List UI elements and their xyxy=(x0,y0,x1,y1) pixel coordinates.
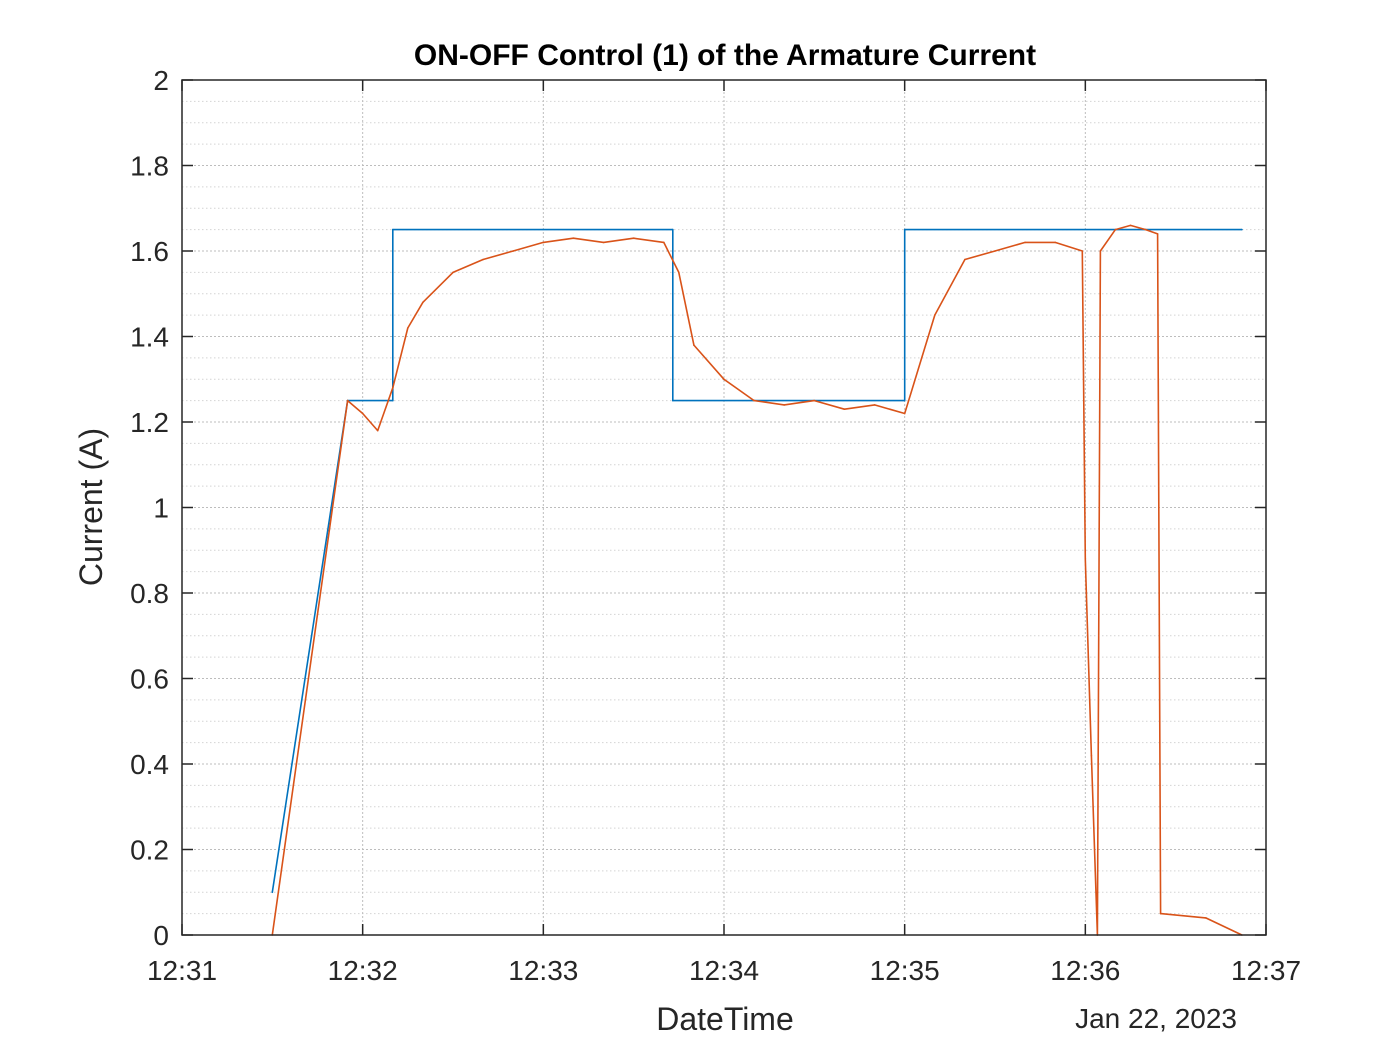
x-tick-label: 12:32 xyxy=(328,955,398,986)
series-2-point xyxy=(813,399,816,402)
series-2-point xyxy=(542,241,545,244)
series-2-point xyxy=(994,250,996,252)
y-tick-label: 2 xyxy=(153,65,169,96)
series-2-point xyxy=(1024,241,1026,244)
series-2-point xyxy=(1205,917,1207,919)
series-1-point xyxy=(672,399,674,402)
x-axis-label: DateTime xyxy=(656,1001,794,1037)
x-tick-label: 12:35 xyxy=(870,955,940,986)
y-tick-label: 1.8 xyxy=(130,151,169,182)
series-2-point xyxy=(1144,228,1147,231)
series-2-point xyxy=(753,399,755,402)
y-axis-label: Current (A) xyxy=(73,428,109,586)
y-tick-label: 1 xyxy=(153,493,169,524)
series-2-point xyxy=(482,258,484,261)
series-1-point xyxy=(903,399,906,402)
series-2-point xyxy=(452,271,454,274)
y-tick-label: 0.4 xyxy=(130,749,169,780)
series-2-point xyxy=(602,241,605,244)
series-2-point xyxy=(1090,754,1093,757)
x-tick-label: 12:31 xyxy=(147,955,217,986)
series-1-point xyxy=(392,228,394,231)
series-2-point xyxy=(632,237,635,239)
series-2-point xyxy=(1159,912,1162,915)
x-tick-label: 12:34 xyxy=(689,955,759,986)
date-label: Jan 22, 2023 xyxy=(1075,1003,1237,1034)
series-2-point xyxy=(678,271,680,274)
series-1-point xyxy=(392,399,394,402)
series-2-point xyxy=(1114,228,1117,231)
series-2-point xyxy=(964,258,966,261)
y-tick-label: 1.2 xyxy=(130,407,169,438)
series-2-point xyxy=(1156,233,1159,235)
x-tick-labels: 12:31 12:32 12:33 12:34 12:35 12:36 12:37 xyxy=(147,955,1301,986)
series-2-point xyxy=(723,378,725,381)
series-2-point xyxy=(376,429,379,432)
series-2-point xyxy=(783,404,785,406)
series-2-point xyxy=(422,301,424,304)
series-2-point xyxy=(1099,250,1102,252)
series-layer xyxy=(271,224,1243,936)
series-2-point xyxy=(572,237,575,239)
series-2-point xyxy=(663,241,665,244)
series-2-point xyxy=(1054,241,1056,244)
series-2-point xyxy=(512,250,514,252)
series-1-point xyxy=(271,891,274,894)
ticks-layer xyxy=(181,79,1267,936)
series-2-point xyxy=(693,344,695,346)
y-tick-label: 0.8 xyxy=(130,578,169,609)
y-tick-label: 0.2 xyxy=(130,835,169,866)
x-tick-label: 12:36 xyxy=(1050,955,1120,986)
y-tick-labels: 0 0.2 0.4 0.6 0.8 1 1.2 1.4 1.6 1.8 2 xyxy=(130,65,169,951)
x-tick-label: 12:33 xyxy=(508,955,578,986)
series-2-point xyxy=(1081,250,1084,252)
series-2-point xyxy=(873,404,876,406)
chart-title: ON-OFF Control (1) of the Armature Curre… xyxy=(414,39,1036,72)
y-tick-label: 1.4 xyxy=(130,322,169,353)
series-2-point xyxy=(407,327,409,329)
series-2-point xyxy=(934,314,936,316)
plot-area[interactable] xyxy=(181,79,1267,936)
series-1-point xyxy=(903,228,906,231)
series-2-point xyxy=(1129,224,1132,227)
series-1-point xyxy=(672,228,674,231)
y-tick-label: 1.6 xyxy=(130,236,169,267)
series-2-point xyxy=(1084,558,1087,560)
series-2-point xyxy=(903,412,906,415)
series-2-point xyxy=(392,387,394,389)
y-tick-label: 0 xyxy=(153,920,169,951)
y-tick-label: 0.6 xyxy=(130,664,169,695)
series-2-point xyxy=(346,399,349,402)
series-1-point xyxy=(1241,228,1243,231)
series-2-point xyxy=(361,412,364,415)
x-tick-label: 12:37 xyxy=(1231,955,1301,986)
series-2-point xyxy=(843,408,846,411)
